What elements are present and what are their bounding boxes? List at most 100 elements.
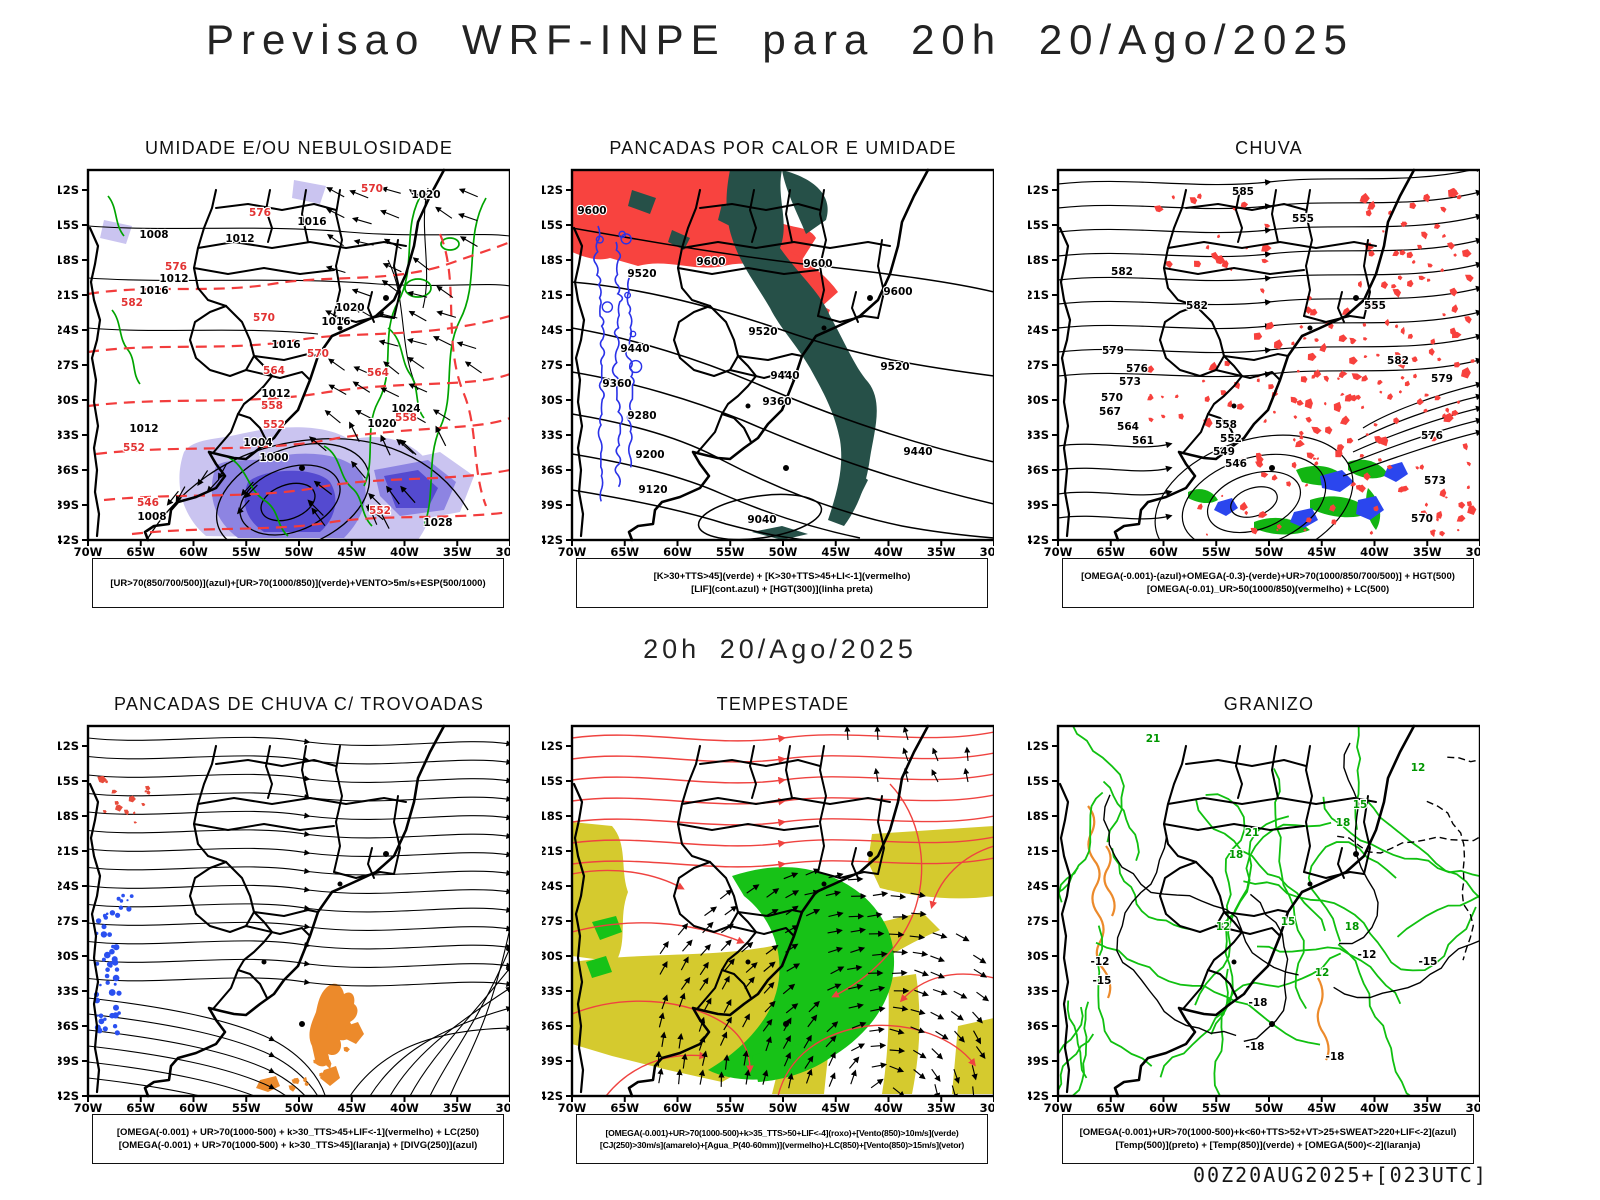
map-decoration	[572, 726, 994, 1096]
svg-text:21: 21	[1146, 733, 1161, 745]
svg-text:570: 570	[361, 183, 383, 195]
svg-text:24S: 24S	[542, 323, 563, 337]
svg-text:564: 564	[1117, 421, 1139, 433]
svg-text:9440: 9440	[770, 370, 799, 382]
svg-text:9520: 9520	[748, 326, 777, 338]
svg-text:30S: 30S	[542, 949, 563, 963]
svg-text:12S: 12S	[58, 183, 79, 197]
svg-text:570: 570	[253, 312, 275, 324]
svg-text:555: 555	[1292, 213, 1314, 225]
svg-text:40W: 40W	[1360, 1101, 1389, 1114]
svg-text:18: 18	[1336, 817, 1351, 829]
svg-text:24S: 24S	[58, 879, 79, 893]
svg-text:552: 552	[263, 419, 285, 431]
svg-text:558: 558	[395, 412, 417, 424]
caption-box: [OMEGA(-0.001) + UR>70(1000-500) + k>30_…	[92, 1114, 504, 1164]
svg-text:9040: 9040	[747, 514, 776, 526]
svg-text:573: 573	[1424, 475, 1446, 487]
svg-text:1024: 1024	[391, 403, 420, 415]
svg-text:39S: 39S	[58, 1054, 79, 1068]
svg-text:12S: 12S	[542, 183, 563, 197]
svg-text:70W: 70W	[74, 545, 103, 558]
caption-line: [OMEGA(-0.001) + UR>70(1000-500) + k>30_…	[118, 1140, 478, 1151]
svg-text:-15: -15	[1419, 956, 1438, 968]
svg-text:42S: 42S	[58, 533, 79, 547]
panel-umidade: UMIDADE E/OU NEBULOSIDADE	[58, 138, 510, 608]
svg-text:18: 18	[1345, 921, 1360, 933]
svg-text:1016: 1016	[139, 285, 168, 297]
svg-text:27S: 27S	[1028, 358, 1049, 372]
svg-text:30S: 30S	[58, 393, 79, 407]
panel-title: TEMPESTADE	[716, 694, 850, 714]
svg-text:21S: 21S	[542, 844, 563, 858]
run-info-label: 00Z20AUG2025+[023UTC]	[1193, 1163, 1488, 1187]
map-contour-labels: 1008 101210161020101210161020101610161012…	[120, 182, 454, 530]
svg-text:12: 12	[1216, 921, 1231, 933]
svg-text:36S: 36S	[1028, 463, 1049, 477]
svg-text:70W: 70W	[1044, 545, 1073, 558]
svg-text:561: 561	[1132, 435, 1154, 447]
svg-text:36S: 36S	[1028, 1019, 1049, 1033]
map-decoration	[572, 170, 994, 540]
caption-line: [OMEGA(-0.001)+UR>70(1000-500)+k<60+TTS>…	[1079, 1127, 1457, 1138]
svg-text:55W: 55W	[1202, 545, 1231, 558]
panel-title: PANCADAS DE CHUVA C/ TROVOADAS	[113, 694, 485, 714]
svg-text:24S: 24S	[1028, 879, 1049, 893]
svg-text:1028: 1028	[423, 517, 452, 529]
svg-text:15S: 15S	[58, 774, 79, 788]
svg-text:55W: 55W	[716, 545, 745, 558]
panel-chuva: CHUVA 12S 15	[1028, 138, 1480, 608]
caption-line: [LIF](cont.azul) + [HGT(300)](linha pret…	[691, 584, 873, 595]
svg-text:24S: 24S	[1028, 323, 1049, 337]
svg-text:42S: 42S	[542, 1089, 563, 1103]
svg-text:35W: 35W	[927, 545, 956, 558]
svg-text:-18: -18	[1249, 997, 1268, 1009]
svg-text:579: 579	[1431, 373, 1453, 385]
svg-text:35W: 35W	[927, 1101, 956, 1114]
caption-box: [OMEGA(-0.001)+UR>70(1000-500)+k>35_TTS>…	[576, 1114, 988, 1164]
svg-text:552: 552	[1220, 433, 1242, 445]
svg-text:39S: 39S	[542, 1054, 563, 1068]
svg-text:65W: 65W	[1096, 545, 1125, 558]
svg-text:50W: 50W	[769, 545, 798, 558]
svg-text:60W: 60W	[663, 1101, 692, 1114]
svg-text:12: 12	[1315, 967, 1330, 979]
svg-text:60W: 60W	[179, 1101, 208, 1114]
svg-text:12S: 12S	[1028, 183, 1049, 197]
caption-line: [OMEGA(-0.001) + UR>70(1000-500) + k>30_…	[116, 1127, 480, 1138]
svg-text:30W: 30W	[1466, 545, 1480, 558]
svg-text:570: 570	[307, 348, 329, 360]
svg-text:18: 18	[1229, 849, 1244, 861]
svg-text:15S: 15S	[542, 774, 563, 788]
svg-text:27S: 27S	[542, 914, 563, 928]
svg-text:24S: 24S	[542, 879, 563, 893]
caption-line: [UR>70(850/700/500)](azul)+[UR>70(1000/8…	[110, 577, 486, 589]
panel-granizo: GRANIZO 12S 15S 18S 21S 24S 27S 30S 33S 36S 39S 42…	[1028, 694, 1480, 1164]
svg-text:70W: 70W	[1044, 1101, 1073, 1114]
svg-text:12S: 12S	[542, 739, 563, 753]
svg-text:9520: 9520	[880, 361, 909, 373]
map-contour-labels: 9600 9600 9600 9600 9520 9520 9520 9440 9440 9440…	[576, 204, 933, 527]
svg-text:-18: -18	[1326, 1051, 1345, 1063]
page-title: Previsao WRF-INPE para 20h 20/Ago/2025	[205, 16, 1355, 63]
svg-text:45W: 45W	[1307, 1101, 1336, 1114]
svg-text:50W: 50W	[1255, 545, 1284, 558]
svg-text:27S: 27S	[58, 914, 79, 928]
caption-box: [UR>70(850/700/500)](azul)+[UR>70(1000/8…	[92, 558, 504, 608]
panel-title: GRANIZO	[1223, 694, 1315, 714]
svg-text:70W: 70W	[74, 1101, 103, 1114]
svg-text:1012: 1012	[159, 273, 188, 285]
panel-pancadas-calor: PANCADAS POR CALOR E UMIDADE	[542, 138, 994, 608]
svg-text:1016: 1016	[321, 316, 350, 328]
svg-text:582: 582	[1387, 355, 1409, 367]
svg-text:45W: 45W	[821, 1101, 850, 1114]
svg-text:50W: 50W	[1255, 1101, 1284, 1114]
svg-text:40W: 40W	[874, 1101, 903, 1114]
